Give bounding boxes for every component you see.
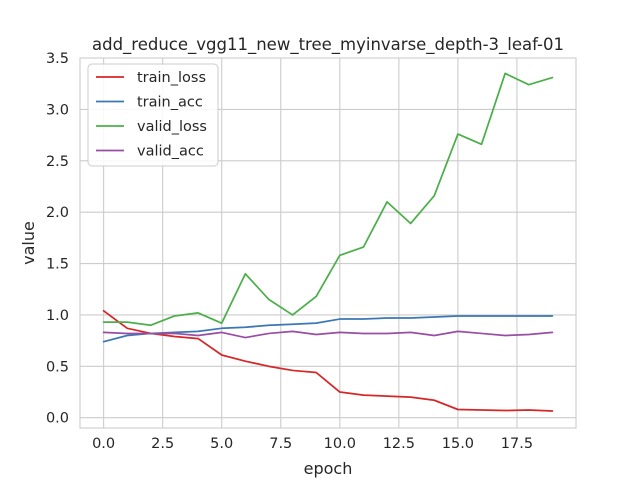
x-axis-label: epoch <box>304 459 353 478</box>
x-tick-label: 12.5 <box>383 436 415 452</box>
series-line-train-acc <box>102 315 554 343</box>
legend-label-valid-acc: valid_acc <box>137 144 204 160</box>
y-tick-label: 0.5 <box>46 359 69 375</box>
y-tick-label: 3.5 <box>46 51 69 67</box>
series-line-valid-loss <box>102 72 554 327</box>
y-tick-label: 1.5 <box>46 257 69 273</box>
series-line-valid-acc <box>102 330 554 339</box>
x-tick-label: 17.5 <box>501 436 533 452</box>
series-lines <box>102 72 554 412</box>
x-tick-label: 15.0 <box>442 436 474 452</box>
x-tick-label: 2.5 <box>151 436 174 452</box>
x-tick-label: 7.5 <box>269 436 292 452</box>
y-tick-label: 2.0 <box>46 205 69 221</box>
chart-title: add_reduce_vgg11_new_tree_myinvarse_dept… <box>92 35 564 55</box>
x-tick-label: 10.0 <box>324 436 356 452</box>
legend-label-valid-loss: valid_loss <box>137 119 207 135</box>
y-tick-label: 0.0 <box>46 411 69 427</box>
y-axis-label: value <box>19 221 38 265</box>
y-tick-label: 2.5 <box>46 154 69 170</box>
y-tick-label: 1.0 <box>46 308 69 324</box>
legend-box <box>87 63 219 167</box>
plot-area-frame <box>79 57 577 429</box>
y-tick-label: 3.0 <box>46 102 69 118</box>
legend: train_loss train_acc valid_loss valid_acc <box>87 63 219 167</box>
x-tick-label: 5.0 <box>210 436 233 452</box>
y-axis-ticks: 0.0 0.5 1.0 1.5 2.0 2.5 3.0 3.5 <box>46 51 69 427</box>
grid-lines <box>80 57 576 428</box>
legend-label-train-loss: train_loss <box>137 70 206 86</box>
x-axis-ticks: 0.0 2.5 5.0 7.5 10.0 12.5 15.0 17.5 <box>92 436 533 452</box>
series-line-train-loss <box>102 309 554 412</box>
legend-label-train-acc: train_acc <box>137 95 203 111</box>
x-tick-label: 0.0 <box>92 436 115 452</box>
